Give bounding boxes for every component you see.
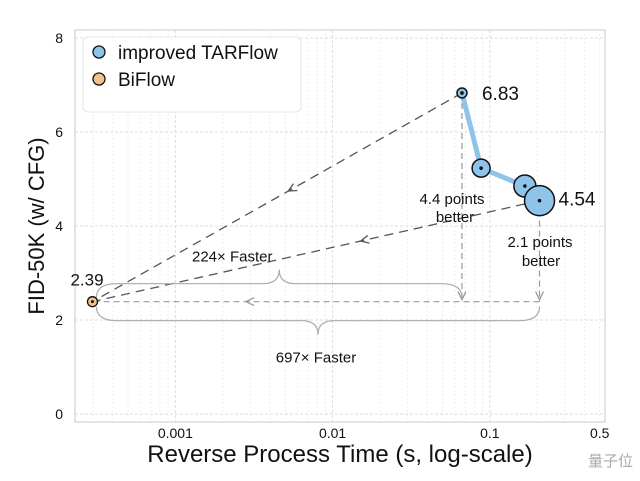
legend-label: BiFlow <box>118 70 175 91</box>
arrow-head <box>359 234 370 244</box>
y-tick-label: 4 <box>55 218 63 234</box>
y-axis-label: FID-50K (w/ CFG) <box>24 137 49 314</box>
x-tick-label: 0.01 <box>319 425 346 441</box>
value-label-biflow: 2.39 <box>70 271 103 290</box>
legend-marker <box>92 45 106 59</box>
watermark: 量子位 <box>588 453 633 470</box>
brace-224x <box>95 269 463 298</box>
data-point-center <box>537 198 542 203</box>
arrow-head <box>287 183 298 192</box>
legend-label: improved TARFlow <box>118 43 278 64</box>
data-point-center <box>479 166 483 170</box>
legend <box>82 36 302 113</box>
y-tick-label: 8 <box>55 30 63 46</box>
annotation-better-1b: better <box>436 209 474 226</box>
annotation-better-2b: better <box>522 253 560 270</box>
x-tick-label: 0.001 <box>158 425 193 441</box>
arrow-head <box>244 297 255 307</box>
y-tick-label: 2 <box>55 312 63 328</box>
data-point-center <box>460 91 464 95</box>
annotation-faster-224: 224× Faster <box>192 249 272 266</box>
data-point-center <box>90 300 94 304</box>
arrow-head <box>535 291 545 302</box>
arrow-line-tarflow-first <box>92 92 463 303</box>
annotation-better-2a: 2.1 points <box>507 234 572 251</box>
arrow-line-tarflow-last <box>92 199 540 303</box>
annotation-better-1a: 4.4 points <box>419 191 484 208</box>
value-label-high: 6.83 <box>482 84 519 105</box>
data-point-center <box>523 184 527 188</box>
value-label-low: 4.54 <box>559 190 596 211</box>
y-tick-label: 0 <box>55 406 63 422</box>
arrow-head <box>457 291 467 302</box>
x-axis-label: Reverse Process Time (s, log-scale) <box>147 441 532 468</box>
y-tick-label: 6 <box>55 124 63 140</box>
x-tick-label: 0.5 <box>590 425 610 441</box>
legend-marker <box>92 72 106 86</box>
annotation-faster-697: 697× Faster <box>276 350 356 367</box>
x-tick-label: 0.1 <box>480 425 500 441</box>
